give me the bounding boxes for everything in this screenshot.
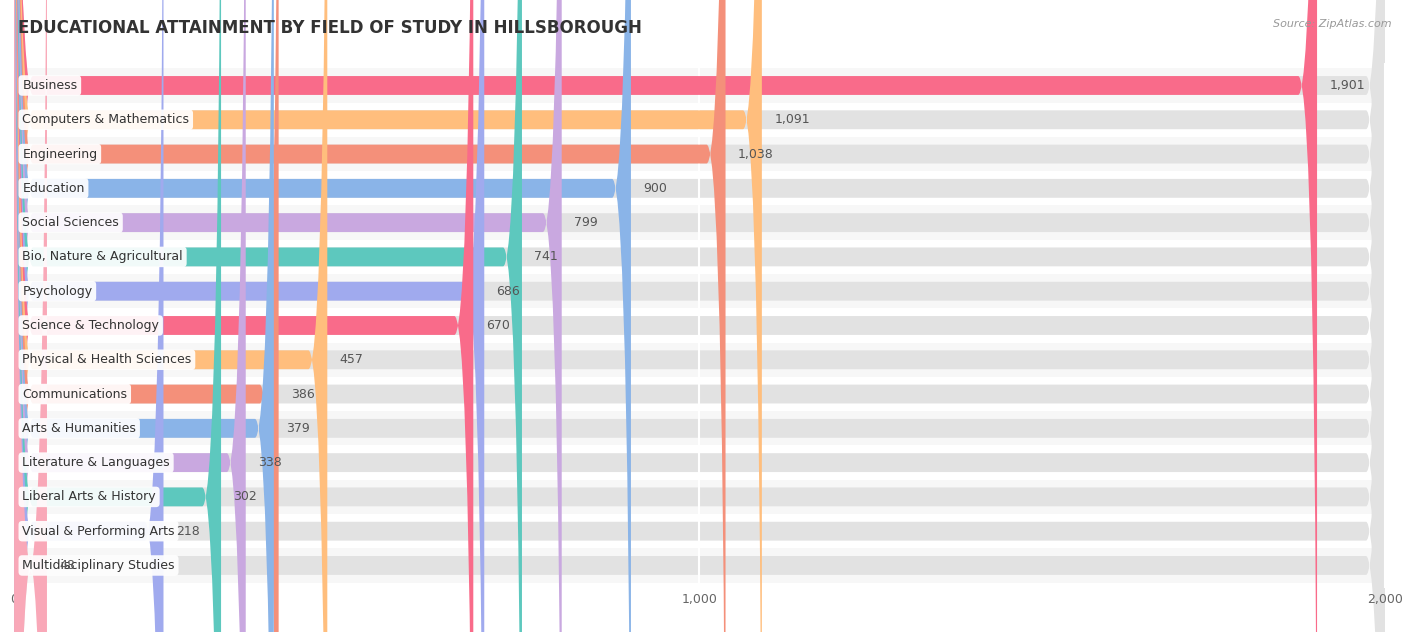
Text: 218: 218	[176, 525, 200, 538]
FancyBboxPatch shape	[14, 480, 1385, 514]
Text: Source: ZipAtlas.com: Source: ZipAtlas.com	[1274, 19, 1392, 29]
FancyBboxPatch shape	[14, 0, 1385, 632]
Text: Communications: Communications	[22, 387, 128, 401]
FancyBboxPatch shape	[14, 0, 1385, 632]
FancyBboxPatch shape	[14, 137, 1385, 171]
Text: 1,038: 1,038	[738, 147, 773, 161]
FancyBboxPatch shape	[14, 0, 762, 632]
Text: Business: Business	[22, 79, 77, 92]
Text: Liberal Arts & History: Liberal Arts & History	[22, 490, 156, 504]
Text: EDUCATIONAL ATTAINMENT BY FIELD OF STUDY IN HILLSBOROUGH: EDUCATIONAL ATTAINMENT BY FIELD OF STUDY…	[18, 19, 643, 37]
FancyBboxPatch shape	[14, 0, 1385, 632]
Text: 799: 799	[574, 216, 598, 229]
Text: 386: 386	[291, 387, 315, 401]
FancyBboxPatch shape	[14, 514, 1385, 549]
FancyBboxPatch shape	[14, 0, 631, 632]
Text: 686: 686	[496, 284, 520, 298]
FancyBboxPatch shape	[14, 205, 1385, 240]
Text: Social Sciences: Social Sciences	[22, 216, 120, 229]
FancyBboxPatch shape	[14, 0, 1385, 632]
Text: 379: 379	[287, 422, 309, 435]
FancyBboxPatch shape	[14, 0, 1385, 632]
Text: Education: Education	[22, 182, 84, 195]
Text: Arts & Humanities: Arts & Humanities	[22, 422, 136, 435]
FancyBboxPatch shape	[14, 411, 1385, 446]
FancyBboxPatch shape	[14, 0, 562, 632]
FancyBboxPatch shape	[14, 308, 1385, 343]
FancyBboxPatch shape	[14, 0, 474, 632]
Text: Psychology: Psychology	[22, 284, 93, 298]
FancyBboxPatch shape	[14, 0, 221, 632]
Text: Visual & Performing Arts: Visual & Performing Arts	[22, 525, 174, 538]
FancyBboxPatch shape	[14, 343, 1385, 377]
FancyBboxPatch shape	[14, 0, 1385, 632]
Text: 670: 670	[485, 319, 509, 332]
FancyBboxPatch shape	[14, 274, 1385, 308]
FancyBboxPatch shape	[14, 0, 1385, 632]
Text: 1,091: 1,091	[775, 113, 810, 126]
FancyBboxPatch shape	[14, 0, 163, 632]
FancyBboxPatch shape	[14, 0, 278, 632]
FancyBboxPatch shape	[14, 0, 1385, 632]
FancyBboxPatch shape	[14, 68, 1385, 102]
FancyBboxPatch shape	[14, 446, 1385, 480]
FancyBboxPatch shape	[14, 0, 1385, 632]
FancyBboxPatch shape	[14, 0, 725, 632]
Text: 302: 302	[233, 490, 257, 504]
Text: Multidisciplinary Studies: Multidisciplinary Studies	[22, 559, 174, 572]
FancyBboxPatch shape	[14, 0, 1385, 632]
FancyBboxPatch shape	[14, 0, 1317, 632]
FancyBboxPatch shape	[14, 0, 1385, 632]
Text: 900: 900	[644, 182, 668, 195]
FancyBboxPatch shape	[14, 102, 1385, 137]
FancyBboxPatch shape	[14, 171, 1385, 205]
Text: Bio, Nature & Agricultural: Bio, Nature & Agricultural	[22, 250, 183, 264]
FancyBboxPatch shape	[14, 0, 46, 632]
Text: 457: 457	[340, 353, 364, 367]
FancyBboxPatch shape	[14, 0, 328, 632]
FancyBboxPatch shape	[14, 377, 1385, 411]
Text: 48: 48	[59, 559, 75, 572]
FancyBboxPatch shape	[14, 0, 1385, 632]
Text: Physical & Health Sciences: Physical & Health Sciences	[22, 353, 191, 367]
FancyBboxPatch shape	[14, 0, 274, 632]
FancyBboxPatch shape	[14, 0, 1385, 632]
Text: 1,901: 1,901	[1330, 79, 1365, 92]
FancyBboxPatch shape	[14, 0, 1385, 632]
Text: Literature & Languages: Literature & Languages	[22, 456, 170, 469]
Text: Science & Technology: Science & Technology	[22, 319, 159, 332]
Text: 741: 741	[534, 250, 558, 264]
FancyBboxPatch shape	[14, 549, 1385, 583]
Text: Computers & Mathematics: Computers & Mathematics	[22, 113, 190, 126]
FancyBboxPatch shape	[14, 0, 484, 632]
FancyBboxPatch shape	[14, 0, 1385, 632]
FancyBboxPatch shape	[14, 0, 522, 632]
Text: 338: 338	[259, 456, 281, 469]
FancyBboxPatch shape	[14, 0, 246, 632]
Text: Engineering: Engineering	[22, 147, 97, 161]
FancyBboxPatch shape	[14, 240, 1385, 274]
